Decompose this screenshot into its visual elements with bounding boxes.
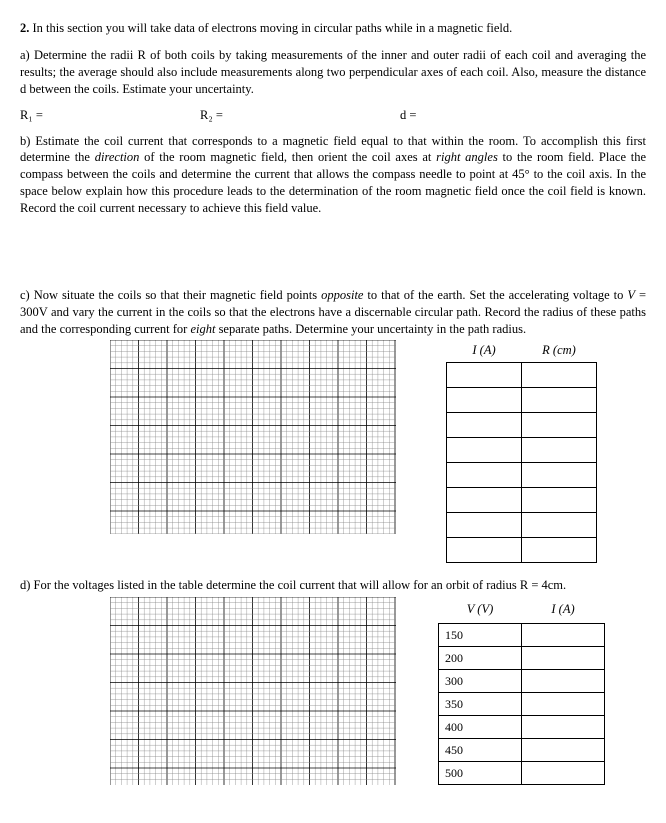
table-row bbox=[447, 512, 597, 537]
graph-grid-c bbox=[110, 340, 396, 534]
table-row bbox=[447, 462, 597, 487]
question-intro: 2. In this section you will take data of… bbox=[20, 20, 646, 37]
table-row: 500 bbox=[439, 762, 605, 785]
part-d-text: For the voltages listed in the table det… bbox=[34, 578, 567, 592]
table-row bbox=[447, 387, 597, 412]
part-c-opposite: opposite bbox=[321, 288, 363, 302]
part-a: a) Determine the radii R of both coils b… bbox=[20, 47, 646, 98]
d-label: d = bbox=[400, 108, 416, 123]
question-number: 2. bbox=[20, 21, 29, 35]
part-c-text1: Now situate the coils so that their magn… bbox=[34, 288, 321, 302]
table-c: I (A) R (cm) bbox=[446, 340, 597, 563]
part-c-text4: separate paths. Determine your uncertain… bbox=[215, 322, 526, 336]
part-a-values: R₁ = R₂ = d = bbox=[20, 108, 646, 123]
r1-label: R₁ = bbox=[20, 108, 200, 123]
table-row bbox=[447, 437, 597, 462]
table-d: V (V) I (A) 150 200 300 350 400 450 500 bbox=[438, 597, 605, 785]
part-b-workspace bbox=[20, 227, 646, 287]
part-d-label: d) bbox=[20, 578, 30, 592]
table-d-header-I: I (A) bbox=[522, 597, 605, 624]
part-c-text2: to that of the earth. Set the accelerati… bbox=[363, 288, 627, 302]
part-a-label: a) bbox=[20, 48, 30, 62]
table-row: 400 bbox=[439, 716, 605, 739]
part-b-text2: of the room magnetic field, then orient … bbox=[139, 150, 436, 164]
graph-grid-d bbox=[110, 597, 396, 785]
part-a-text: Determine the radii R of both coils by t… bbox=[20, 48, 646, 96]
part-b-rightangles: right angles bbox=[436, 150, 498, 164]
page: 2. In this section you will take data of… bbox=[0, 0, 666, 823]
intro-text: In this section you will take data of el… bbox=[33, 21, 513, 35]
table-row: 200 bbox=[439, 647, 605, 670]
table-row: 300 bbox=[439, 670, 605, 693]
table-row: 450 bbox=[439, 739, 605, 762]
part-b-direction: direction bbox=[95, 150, 140, 164]
table-d-header-V: V (V) bbox=[439, 597, 522, 624]
part-c-V: V bbox=[627, 288, 635, 302]
table-row bbox=[447, 537, 597, 562]
table-row: 350 bbox=[439, 693, 605, 716]
part-c-eight: eight bbox=[190, 322, 215, 336]
r2-label: R₂ = bbox=[200, 108, 400, 123]
part-c-label: c) bbox=[20, 288, 30, 302]
table-row: 150 bbox=[439, 624, 605, 647]
part-b-label: b) bbox=[20, 134, 30, 148]
table-row bbox=[447, 412, 597, 437]
part-c: c) Now situate the coils so that their m… bbox=[20, 287, 646, 338]
part-d: d) For the voltages listed in the table … bbox=[20, 577, 646, 594]
table-c-header-R: R (cm) bbox=[522, 340, 597, 363]
table-c-header-I: I (A) bbox=[447, 340, 522, 363]
table-row bbox=[447, 362, 597, 387]
part-b: b) Estimate the coil current that corres… bbox=[20, 133, 646, 217]
section-c-row: I (A) R (cm) bbox=[20, 340, 646, 563]
table-row bbox=[447, 487, 597, 512]
section-d-row: V (V) I (A) 150 200 300 350 400 450 500 bbox=[20, 597, 646, 785]
